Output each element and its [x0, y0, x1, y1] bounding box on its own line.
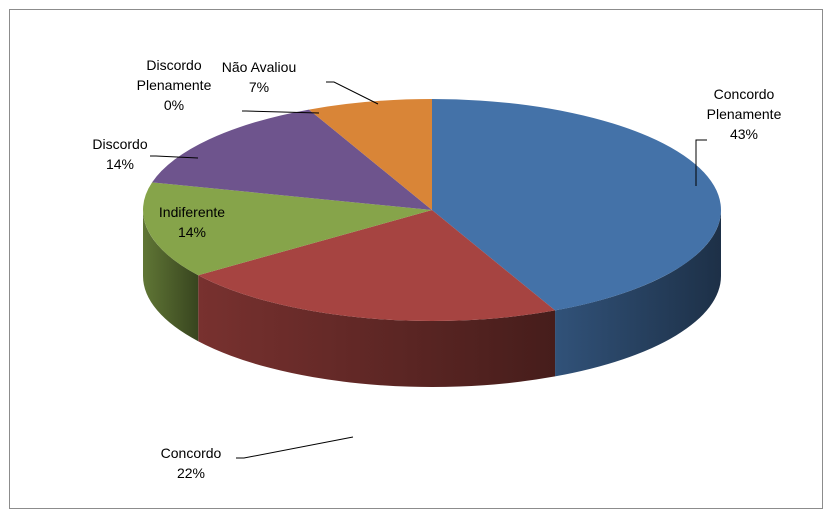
leader-line — [326, 81, 379, 105]
pie-tops — [142, 99, 721, 322]
data-label: Discordo Plenamente 0% — [137, 57, 212, 113]
data-label: Concordo 22% — [161, 445, 222, 481]
pie-slice — [198, 210, 556, 322]
pie-slice — [432, 99, 721, 311]
data-label: Não Avaliou 7% — [222, 59, 296, 95]
leader-line — [242, 110, 320, 114]
pie-slice-side — [143, 210, 199, 342]
pie-chart: Concordo Plenamente 43% Concordo 22% Indifere… — [92, 57, 782, 481]
pie-sides — [143, 210, 721, 387]
leader-line — [150, 155, 199, 159]
pie-slice-side — [198, 275, 556, 387]
data-label: Indiferente 14% — [159, 204, 225, 240]
pie-slice — [142, 182, 432, 276]
pie-slice — [152, 109, 432, 210]
pie-slice-side — [555, 210, 721, 377]
data-label: Concordo Plenamente 43% — [707, 86, 782, 142]
pie-slice — [308, 99, 432, 210]
data-label: Discordo 14% — [92, 136, 147, 172]
leader-line — [695, 139, 707, 186]
leader-line — [236, 436, 354, 459]
chart-area: Concordo Plenamente 43% Concordo 22% Indifere… — [9, 9, 823, 509]
